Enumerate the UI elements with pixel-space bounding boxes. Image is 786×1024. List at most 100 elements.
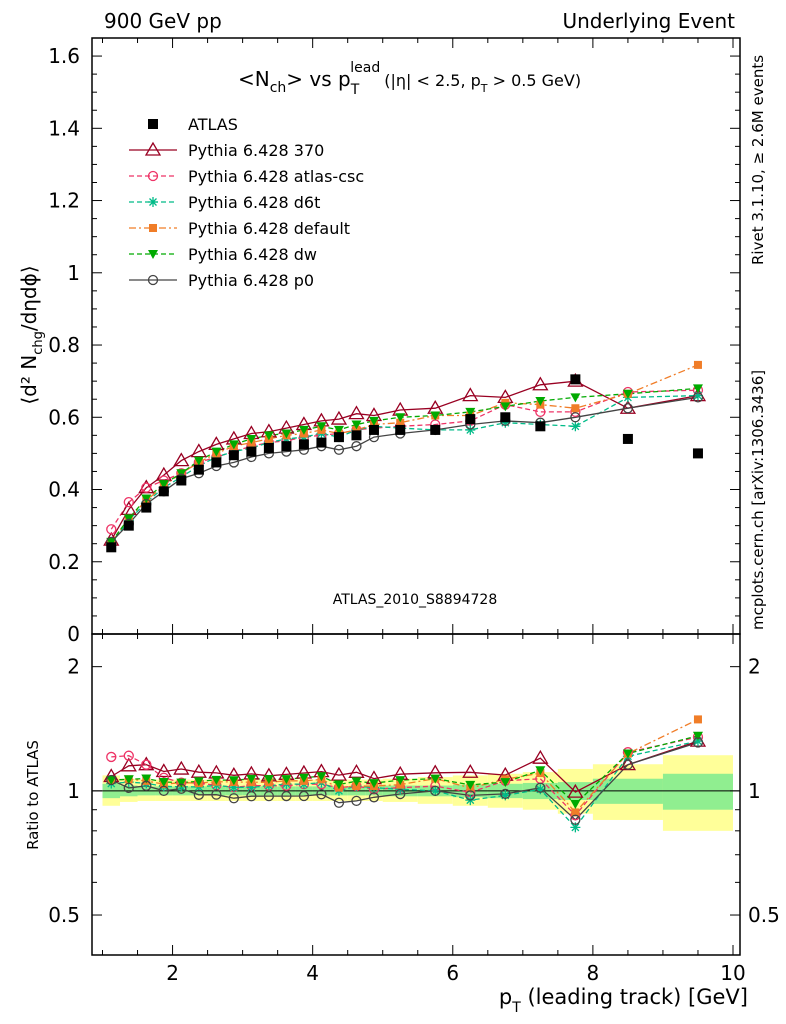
ratio-point-dw (535, 766, 546, 776)
data-point-dw (395, 413, 406, 423)
data-point-p370 (155, 466, 172, 481)
data-point-dw (692, 384, 703, 394)
x-tick-label: 10 (720, 961, 745, 985)
data-point-default (693, 360, 702, 369)
data-point-ATLAS (333, 432, 344, 443)
data-point-ATLAS (158, 486, 169, 497)
data-point-p370 (348, 405, 365, 420)
ratio-point-default (693, 715, 702, 724)
data-point-dw (211, 447, 222, 457)
svg-text:⟨d² Nchg/dηdϕ⟩: ⟨d² Nchg/dηdϕ⟩ (17, 265, 46, 404)
data-point-p370 (532, 376, 549, 391)
data-point-d6t (500, 417, 511, 428)
ylabel-main: ⟨d² Nchg/dηdϕ⟩ (17, 265, 46, 404)
data-point-ATLAS (500, 412, 511, 423)
data-point-default (571, 404, 580, 413)
ratio-y-tick-label-right: 2 (748, 655, 761, 679)
ratio-point-dw (106, 775, 117, 785)
data-point-ATLAS (228, 450, 239, 461)
data-point-ATLAS (430, 424, 441, 435)
ratio-point-p0 (395, 788, 406, 800)
legend-marker-p370 (144, 141, 162, 156)
data-point-p370 (120, 501, 137, 516)
ratio-point-dw (622, 749, 633, 759)
ratio-point-dw (263, 775, 274, 785)
data-point-ATLAS (193, 464, 204, 475)
ratio-point-dw (692, 731, 703, 741)
ratio-point-p0 (193, 789, 204, 800)
ratio-point-dw (465, 780, 476, 790)
ratio-point-p0 (246, 791, 257, 802)
ratio-point-p370 (348, 764, 365, 778)
series-line-d6t (110, 394, 699, 545)
data-point-dw (535, 397, 546, 407)
ratio-point-dw (333, 780, 344, 790)
y-tick-label: 1.2 (48, 189, 80, 213)
data-point-dw (430, 411, 441, 421)
series-line-dw (110, 387, 699, 543)
ratio-point-d6t (430, 785, 441, 796)
ratio-point-p0 (351, 795, 362, 807)
legend-label-dw: Pythia 6.428 dw (188, 245, 317, 264)
legend-label-ATLAS: ATLAS (188, 115, 238, 134)
data-point-p0 (333, 444, 345, 455)
ratio-point-dw (228, 776, 239, 786)
data-point-dw (368, 416, 379, 426)
data-point-p370 (392, 401, 409, 416)
ratio-point-p0 (106, 774, 117, 786)
data-point-p370 (462, 387, 479, 402)
ratio-point-atlascsc (141, 759, 152, 770)
ratio-point-p370 (120, 757, 137, 772)
rivet-label: Rivet 3.1.10, ≥ 2.6M events (749, 55, 767, 265)
ratio-point-p0 (692, 737, 704, 748)
ratio-point-dw (570, 800, 581, 810)
ratio-point-p370 (532, 749, 549, 764)
data-point-ATLAS (368, 424, 379, 435)
data-point-dw (351, 420, 362, 430)
ratio-point-dw (395, 776, 406, 786)
data-point-dw (158, 480, 169, 490)
ratio-point-p370 (330, 766, 348, 781)
ratio-point-dw (430, 774, 441, 784)
ratio-point-p0 (211, 789, 222, 800)
data-point-dw (228, 440, 239, 450)
ratio-point-p0 (141, 780, 152, 791)
ratio-point-dw (281, 775, 292, 785)
ratio-point-p0 (281, 790, 292, 802)
ratio-point-default (571, 808, 580, 817)
x-tick-label: 2 (166, 961, 179, 985)
ratio-y-tick-label: 1 (67, 779, 80, 803)
data-point-dw (263, 431, 274, 441)
mcplots-label: mcplots.cern.ch [arXiv:1306.3436] (749, 370, 767, 630)
data-point-ATLAS (211, 457, 222, 468)
data-point-d6t (465, 424, 476, 435)
data-point-p370 (173, 452, 190, 467)
data-point-p0 (570, 412, 581, 423)
y-tick-label: 1.4 (48, 116, 80, 140)
x-tick-label: 8 (587, 961, 600, 985)
header-right: Underlying Event (562, 9, 735, 33)
data-point-p0 (622, 403, 634, 414)
data-point-dw (246, 434, 257, 444)
data-point-ATLAS (622, 433, 633, 444)
legend-marker-ATLAS (148, 119, 158, 129)
data-point-dw (281, 429, 292, 439)
legend-label-default: Pythia 6.428 default (188, 219, 350, 238)
ratio-point-p370 (155, 763, 172, 778)
data-point-p370 (190, 443, 207, 458)
ratio-point-p0 (622, 759, 634, 770)
legend-label-p0: Pythia 6.428 p0 (188, 271, 314, 290)
data-point-atlascsc (123, 497, 134, 508)
plot-title: <Nch> vs pTlead(|η| < 2.5, pT > 0.5 GeV) (238, 60, 581, 98)
data-point-atlascsc (106, 524, 117, 535)
data-point-dw (622, 389, 633, 399)
ratio-line-p370 (110, 740, 699, 793)
ratio-point-p0 (158, 785, 169, 796)
ratio-point-dw (298, 773, 309, 783)
x-tick-label: 6 (446, 961, 459, 985)
data-point-default (396, 418, 405, 427)
ratio-point-p0 (176, 783, 187, 794)
data-point-dw (465, 407, 476, 417)
ratio-point-p0 (298, 790, 310, 802)
